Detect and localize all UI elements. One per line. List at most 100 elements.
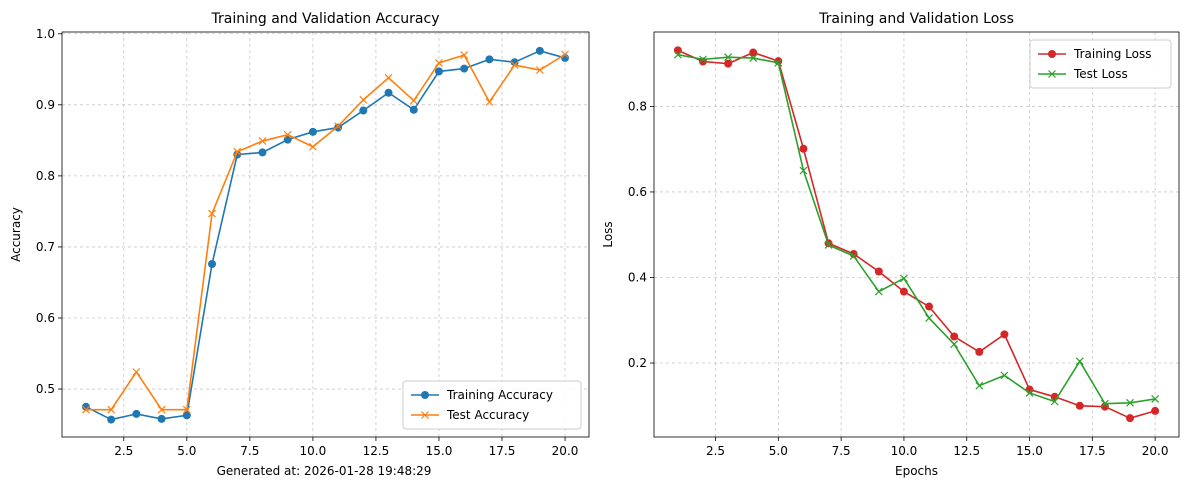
data-point: [460, 64, 469, 73]
data-point-stroke: [510, 61, 519, 69]
legend-box: [402, 380, 582, 430]
data-point: [1000, 330, 1009, 339]
data-point: [1075, 357, 1084, 366]
y-tick-label: 0.9: [36, 98, 55, 112]
y-axis-label: Accuracy: [9, 207, 23, 262]
legend-box: [1029, 39, 1172, 89]
y-tick-label: 0.6: [628, 185, 647, 199]
x-tick-label: 17.5: [489, 444, 516, 458]
data-point: [132, 409, 141, 418]
data-point: [510, 58, 519, 67]
data-point-stroke: [1075, 357, 1084, 366]
y-tick-label: 1.0: [36, 27, 55, 41]
data-point: [334, 122, 343, 131]
plot-frame: [61, 31, 590, 438]
x-tick-label: 10.0: [891, 444, 918, 458]
chart-title: Training and Validation Accuracy: [211, 11, 440, 27]
data-point-stroke: [724, 53, 733, 62]
legend-swatch-marker: [421, 391, 429, 399]
data-point: [132, 368, 141, 376]
data-point: [435, 58, 443, 67]
data-point: [535, 66, 544, 74]
data-point: [950, 340, 959, 349]
data-point: [182, 405, 191, 414]
data-point: [749, 54, 758, 63]
data-point: [157, 414, 166, 423]
x-tick-label: 2.5: [706, 444, 725, 458]
data-point: [283, 130, 292, 139]
x-tick-label: 2.5: [114, 444, 133, 458]
x-tick-label: 5.0: [177, 444, 196, 458]
data-point-stroke: [334, 122, 343, 131]
data-point: [925, 314, 933, 323]
data-point: [535, 46, 544, 55]
data-point-stroke: [1025, 389, 1034, 397]
data-point-stroke: [157, 405, 166, 414]
x-tick-label: 15.0: [1016, 444, 1043, 458]
data-point: [724, 53, 733, 62]
data-point-stroke: [1126, 398, 1134, 407]
data-point-stroke: [699, 55, 707, 64]
data-point-stroke: [435, 58, 443, 67]
legend-label: Test Loss: [1073, 67, 1128, 81]
data-point: [1126, 398, 1134, 407]
data-point: [308, 127, 317, 136]
data-point-stroke: [485, 98, 494, 106]
data-point-stroke: [182, 405, 191, 414]
data-point: [258, 148, 267, 157]
data-point: [510, 61, 519, 69]
data-point-stroke: [82, 405, 90, 414]
data-point: [900, 274, 908, 283]
data-point: [359, 106, 368, 115]
data-point-stroke: [1100, 399, 1109, 408]
data-point: [774, 58, 783, 67]
loss-chart: 2.5 5.0 7.5 10.0 12.5 15.0 17.5 20.0 0.2 0.4 0.6 0.…: [601, 11, 1180, 478]
data-point: [749, 48, 758, 57]
legend-swatch-marker: [1048, 70, 1056, 78]
x-tick-label: 20.0: [552, 444, 579, 458]
data-point-stroke: [359, 95, 368, 104]
legend: Training Loss Test Loss: [1029, 39, 1172, 89]
data-point: [724, 59, 733, 68]
data-point-stroke: [208, 209, 216, 218]
data-point: [824, 241, 833, 249]
data-point: [1151, 395, 1160, 403]
data-point-stroke: [673, 50, 682, 59]
x-tick-label: 17.5: [1079, 444, 1106, 458]
data-point: [409, 96, 418, 105]
data-point: [308, 142, 317, 151]
data-point: [434, 67, 443, 76]
data-point-stroke: [535, 66, 544, 74]
y-tick-label: 0.4: [628, 270, 647, 284]
data-point: [334, 123, 343, 132]
data-point: [1000, 371, 1009, 380]
data-point: [975, 347, 984, 356]
legend-swatch-marker: [1048, 50, 1056, 58]
data-point: [975, 381, 984, 390]
x-tick-label: 20.0: [1142, 444, 1169, 458]
data-point-stroke: [107, 405, 116, 414]
data-point: [233, 147, 242, 156]
data-point: [874, 267, 883, 276]
data-point: [384, 88, 393, 97]
data-point-stroke: [1050, 397, 1059, 406]
data-point: [1050, 397, 1059, 406]
data-point: [182, 411, 191, 420]
x-tick-label: 12.5: [363, 444, 390, 458]
data-point-stroke: [233, 147, 242, 156]
y-tick-label: 0.8: [628, 99, 647, 113]
data-point-stroke: [849, 252, 858, 261]
data-point-stroke: [799, 166, 808, 175]
legend-label: Test Accuracy: [446, 408, 529, 422]
data-point-stroke: [1000, 371, 1009, 380]
x-tick-label: 12.5: [953, 444, 980, 458]
data-point: [874, 287, 883, 296]
data-point: [950, 332, 959, 341]
data-point-stroke: [925, 314, 933, 323]
data-point: [1126, 414, 1135, 423]
y-tick-label: 0.5: [36, 382, 55, 396]
data-point: [1100, 399, 1109, 408]
data-point-stroke: [132, 368, 141, 376]
accuracy-chart: 2.5 5.0 7.5 10.0 12.5 15.0 17.5 20.0 0.5 0.6 0.7 0.…: [9, 11, 590, 458]
data-point-stroke: [258, 137, 267, 145]
